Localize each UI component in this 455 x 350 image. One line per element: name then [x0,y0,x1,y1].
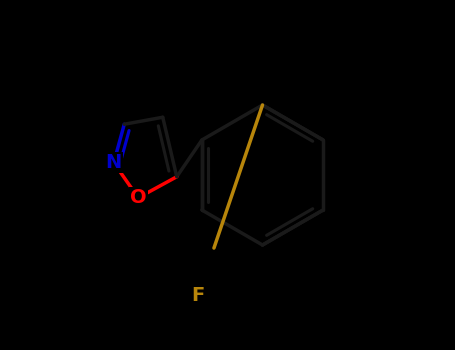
Text: F: F [191,286,204,305]
Text: N: N [106,153,122,172]
Text: O: O [130,188,147,207]
